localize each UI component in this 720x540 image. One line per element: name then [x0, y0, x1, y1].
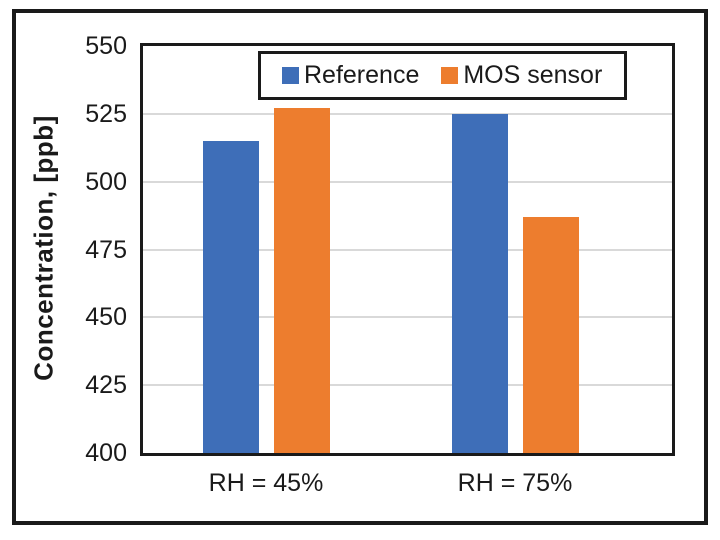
gridline: [143, 112, 672, 115]
gridline: [143, 180, 672, 183]
legend: Reference MOS sensor: [258, 51, 628, 100]
legend-swatch-mos-sensor: [441, 67, 459, 84]
y-tick-label: 500: [85, 167, 127, 196]
bars-layer: [143, 46, 672, 453]
x-category-label: RH = 75%: [457, 469, 573, 497]
y-tick-label: 425: [85, 371, 127, 400]
bar-mos-sensor-rh-=-45%: [273, 108, 330, 453]
y-tick-label: 525: [85, 99, 127, 128]
y-tick-label: 550: [85, 32, 127, 60]
legend-label: MOS sensor: [463, 61, 603, 89]
y-tick-label: 475: [85, 235, 127, 264]
gridline: [143, 384, 672, 387]
figure-border: [12, 9, 708, 525]
gridlines: [143, 46, 672, 453]
y-tick-label: 400: [85, 439, 127, 467]
legend-item-mos-sensor: MOS sensor: [441, 61, 602, 90]
legend-item-reference: Reference: [282, 61, 419, 90]
bar-reference-rh-=-45%: [202, 140, 259, 453]
legend-label: Reference: [304, 61, 420, 89]
bar-reference-rh-=-75%: [451, 113, 508, 453]
bar-mos-sensor-rh-=-75%: [522, 216, 579, 453]
y-tick-label: 450: [85, 303, 127, 332]
x-category-label: RH = 45%: [208, 469, 324, 497]
gridline: [143, 316, 672, 319]
gridline: [143, 248, 672, 251]
plot-area: Reference MOS sensor: [140, 43, 675, 456]
legend-swatch-reference: [282, 67, 299, 84]
